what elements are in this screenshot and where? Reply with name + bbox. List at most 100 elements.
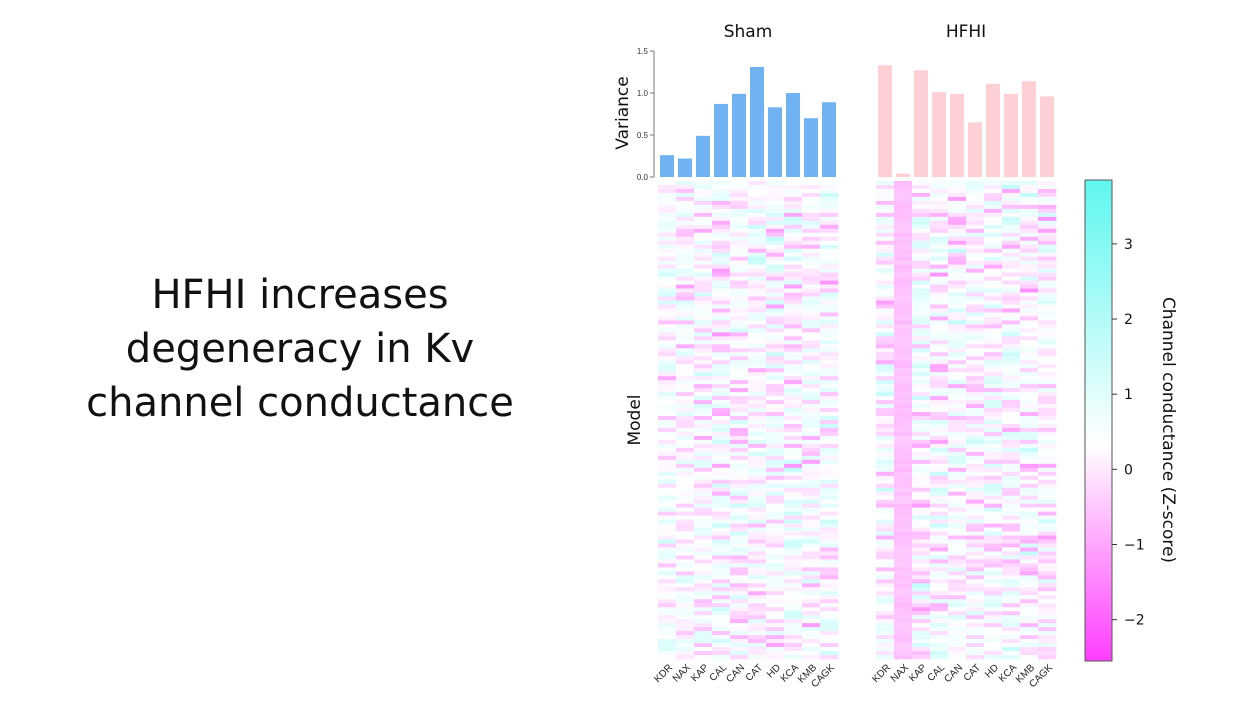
heatmap-cell <box>802 360 821 365</box>
heatmap-cell <box>1002 559 1021 564</box>
heatmap-cell <box>1038 423 1057 429</box>
heatmap-cell <box>784 483 803 489</box>
heatmap-cell <box>1038 184 1057 190</box>
heatmap-cell <box>730 200 749 206</box>
heatmap-cell <box>894 368 913 373</box>
heatmap-cell <box>730 647 749 652</box>
heatmap-cell <box>694 316 713 321</box>
heatmap-cell <box>766 376 785 381</box>
heatmap-cell <box>984 427 1003 433</box>
heatmap-cell <box>1020 611 1039 616</box>
heatmap-cell <box>802 599 821 604</box>
heatmap-cell <box>694 567 713 572</box>
heatmap-cell <box>766 423 785 429</box>
heatmap-cell <box>676 467 695 473</box>
heatmap-cell <box>766 312 785 317</box>
heatmap-cell <box>948 396 967 401</box>
heatmap-cell <box>1002 587 1021 592</box>
heatmap-cell <box>948 499 967 504</box>
heatmap-cell <box>984 316 1003 321</box>
heatmap-cell <box>1002 272 1021 277</box>
heatmap-cell <box>766 260 785 265</box>
heatmap-cell <box>802 284 821 289</box>
heatmap-cell <box>984 535 1003 540</box>
heatmap-cell <box>984 531 1003 536</box>
heatmap-cell <box>676 272 695 277</box>
channel-tick-label: KAP <box>689 662 711 684</box>
heatmap-cell <box>948 400 967 405</box>
heatmap-cell <box>876 408 895 413</box>
heatmap-cell <box>802 475 821 481</box>
heatmap-cell <box>820 499 839 504</box>
heatmap-cell <box>984 212 1003 218</box>
heatmap-cell <box>1020 344 1039 349</box>
heatmap-cell <box>766 503 785 508</box>
heatmap-cell <box>820 316 839 321</box>
heatmap-cell <box>894 655 913 660</box>
heatmap-cell <box>1020 208 1039 214</box>
heatmap-cell <box>748 491 767 496</box>
heatmap-cell <box>658 324 677 329</box>
heatmap-cell <box>676 232 695 238</box>
heatmap-cell <box>802 200 821 206</box>
heatmap-cell <box>676 332 695 337</box>
heatmap-cell <box>984 575 1003 580</box>
heatmap-cell <box>948 515 967 520</box>
heatmap-cell <box>930 435 949 441</box>
heatmap-cell <box>894 312 913 317</box>
heatmap-cell <box>802 551 821 556</box>
heatmap-cell <box>1020 459 1039 465</box>
heatmap-cell <box>820 479 839 485</box>
heatmap-cell <box>876 647 895 652</box>
heatmap-cell <box>876 427 895 433</box>
heatmap-cell <box>748 352 767 357</box>
heatmap-cell <box>766 352 785 357</box>
heatmap-cell <box>912 511 931 516</box>
heatmap-cell <box>948 483 967 489</box>
heatmap-cell <box>676 260 695 265</box>
heatmap-cell <box>966 495 985 500</box>
heatmap-cell <box>802 268 821 273</box>
heatmap-cell <box>912 579 931 584</box>
heatmap-cell <box>676 296 695 301</box>
heatmap-cell <box>802 324 821 329</box>
heatmap-cell <box>912 392 931 397</box>
heatmap-cell <box>984 555 1003 560</box>
heatmap-cell <box>694 603 713 608</box>
heatmap-cell <box>658 260 677 265</box>
heatmap-cell <box>948 479 967 485</box>
heatmap-cell <box>784 451 803 457</box>
heatmap-cell <box>948 256 967 261</box>
heatmap-cell <box>694 181 713 186</box>
heatmap-cell <box>894 491 913 496</box>
heatmap-cell <box>748 188 767 194</box>
heatmap-cell <box>1002 431 1021 437</box>
heatmap-cell <box>966 551 985 556</box>
heatmap-cell <box>730 284 749 289</box>
heatmap-cell <box>694 252 713 257</box>
heatmap-cell <box>930 284 949 289</box>
heatmap-cell <box>658 212 677 218</box>
heatmap-cell <box>748 416 767 421</box>
heatmap-cell <box>1002 216 1021 222</box>
heatmap-cell <box>658 264 677 269</box>
heatmap-cell <box>1002 320 1021 325</box>
heatmap-cell <box>876 324 895 329</box>
heatmap-cell <box>676 204 695 210</box>
heatmap-cell <box>1038 519 1057 524</box>
heatmap-cell <box>658 280 677 285</box>
heatmap-cell <box>730 635 749 640</box>
heatmap-cell <box>930 392 949 397</box>
heatmap-cell <box>984 264 1003 269</box>
heatmap-cell <box>930 248 949 253</box>
heatmap-cell <box>712 400 731 405</box>
heatmap-cell <box>876 288 895 293</box>
heatmap-cell <box>676 559 695 564</box>
heatmap-cell <box>802 420 821 425</box>
heatmap-cell <box>1020 651 1039 656</box>
heatmap-cell <box>930 615 949 620</box>
heatmap-cell <box>784 288 803 293</box>
heatmap-cell <box>912 455 931 461</box>
heatmap-cell <box>930 579 949 584</box>
heatmap-cell <box>1002 380 1021 385</box>
